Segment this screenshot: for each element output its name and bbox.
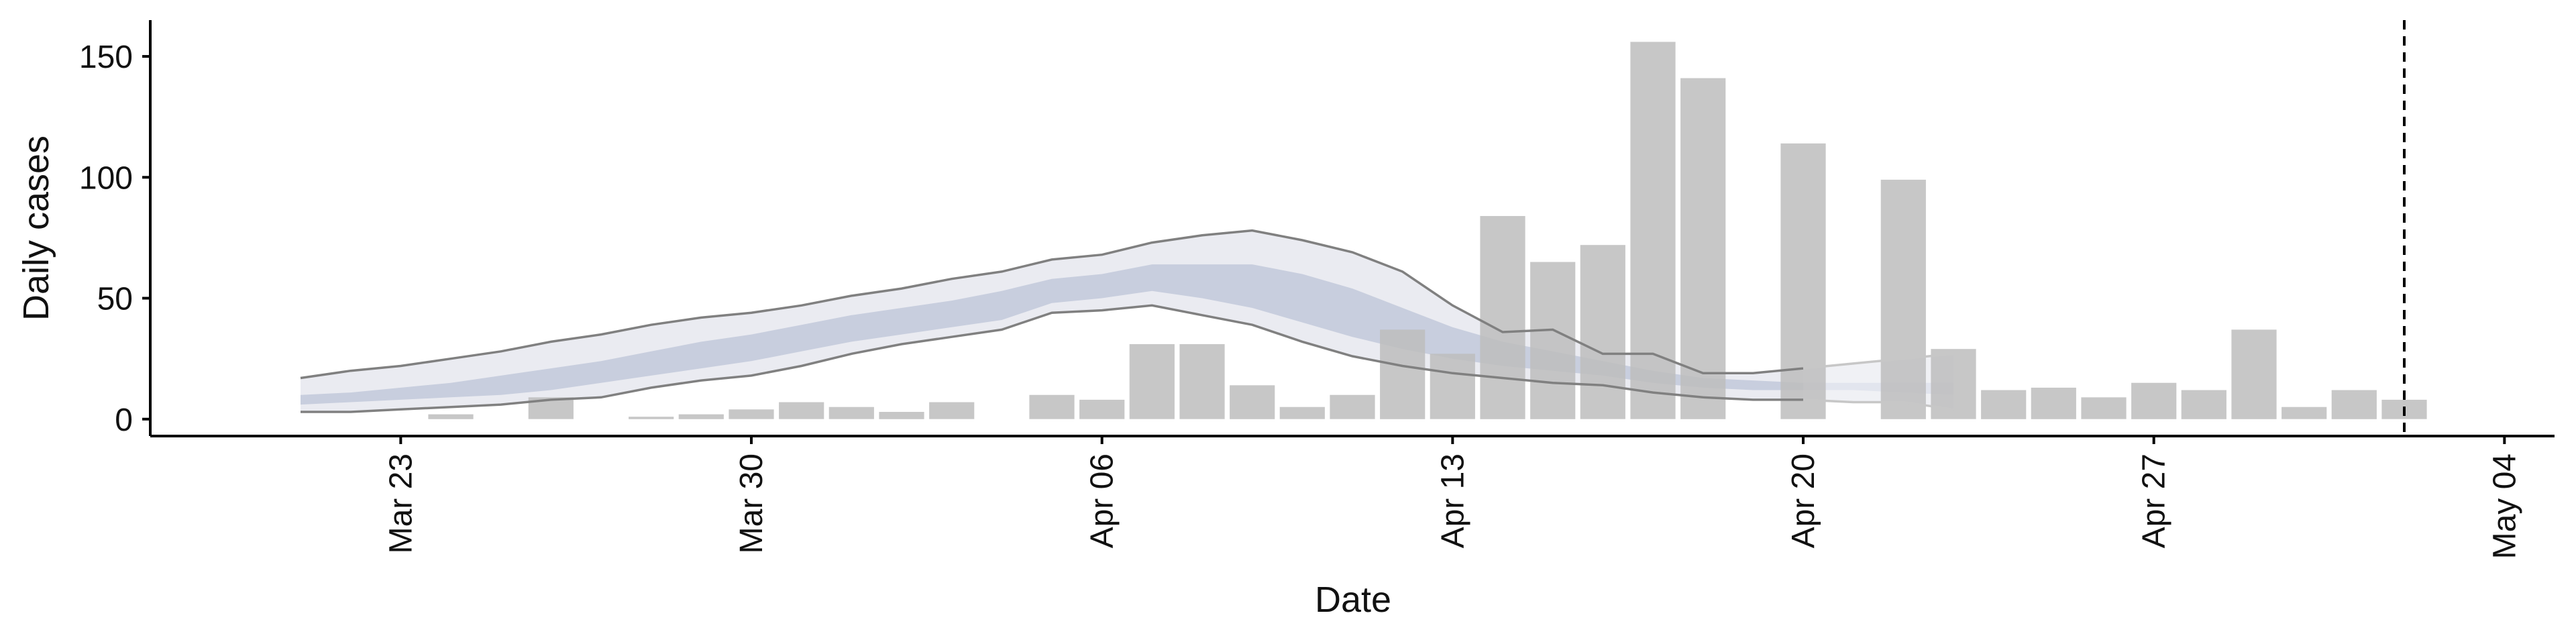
bar-2020-04-01 bbox=[828, 407, 874, 419]
x-axis-title: Date bbox=[1315, 580, 1391, 620]
bar-2020-03-31 bbox=[779, 402, 824, 419]
bar-2020-04-29 bbox=[2231, 329, 2277, 419]
bar-2020-04-12 bbox=[1380, 329, 1426, 419]
bar-2020-04-16 bbox=[1580, 245, 1625, 419]
estimate-inner-band bbox=[301, 264, 1803, 405]
x-tick-label-1: Mar 30 bbox=[734, 453, 769, 553]
bar-2020-04-13 bbox=[1430, 354, 1475, 419]
bar-2020-05-01 bbox=[2331, 390, 2377, 419]
estimate-upper-line bbox=[300, 229, 1804, 380]
bar-2020-03-30 bbox=[729, 409, 774, 419]
y-axis-title: Daily cases bbox=[16, 136, 56, 321]
x-tick-label-5: Apr 27 bbox=[2137, 453, 2172, 548]
bar-2020-04-07 bbox=[1129, 344, 1175, 419]
bar-2020-04-26 bbox=[2081, 397, 2127, 419]
y-tick-label-150: 150 bbox=[79, 40, 133, 75]
bar-2020-04-10 bbox=[1279, 407, 1325, 419]
forecast-upper-line bbox=[1803, 352, 1954, 370]
bar-2020-04-25 bbox=[2031, 387, 2076, 419]
bar-2020-03-29 bbox=[678, 414, 724, 419]
bar-2020-04-02 bbox=[879, 412, 924, 419]
x-tick-label-6: May 04 bbox=[2487, 453, 2522, 559]
y-tick-label-100: 100 bbox=[79, 160, 133, 196]
estimate-lower-line bbox=[301, 304, 1803, 413]
bar-2020-04-24 bbox=[1981, 390, 2027, 419]
bar-2020-04-06 bbox=[1079, 399, 1125, 419]
bar-2020-04-22 bbox=[1880, 179, 1926, 419]
bar-2020-04-05 bbox=[1029, 394, 1075, 419]
bar-2020-04-30 bbox=[2282, 407, 2327, 419]
bar-2020-04-03 bbox=[929, 402, 975, 419]
bar-2020-04-18 bbox=[1680, 78, 1726, 419]
axis-ticks: 0 50 100 150 Mar 23 Mar 30 Apr 06 Apr 13 Apr 20 A… bbox=[79, 40, 2522, 559]
bar-2020-04-11 bbox=[1330, 394, 1375, 419]
bar-2020-04-14 bbox=[1480, 216, 1525, 419]
x-tick-label-0: Mar 23 bbox=[383, 453, 419, 553]
forecast-lower-line bbox=[1803, 398, 1954, 411]
y-tick-label-50: 50 bbox=[97, 282, 133, 317]
bar-2020-04-28 bbox=[2181, 390, 2226, 419]
daily-case-bars bbox=[428, 42, 2427, 419]
y-tick-label-0: 0 bbox=[115, 402, 133, 438]
bar-2020-04-20 bbox=[1780, 143, 1826, 419]
bar-2020-04-15 bbox=[1530, 262, 1576, 419]
bar-2020-04-09 bbox=[1230, 385, 1275, 419]
x-tick-label-2: Apr 06 bbox=[1085, 453, 1120, 548]
bar-2020-04-17 bbox=[1630, 42, 1676, 419]
bar-2020-04-27 bbox=[2131, 382, 2177, 419]
x-tick-label-4: Apr 20 bbox=[1786, 453, 1821, 548]
bar-2020-04-08 bbox=[1179, 344, 1225, 419]
estimate-lines bbox=[300, 20, 2406, 436]
bar-2020-03-28 bbox=[629, 417, 674, 419]
bar-2020-03-24 bbox=[428, 414, 474, 419]
x-tick-label-3: Apr 13 bbox=[1435, 453, 1470, 548]
